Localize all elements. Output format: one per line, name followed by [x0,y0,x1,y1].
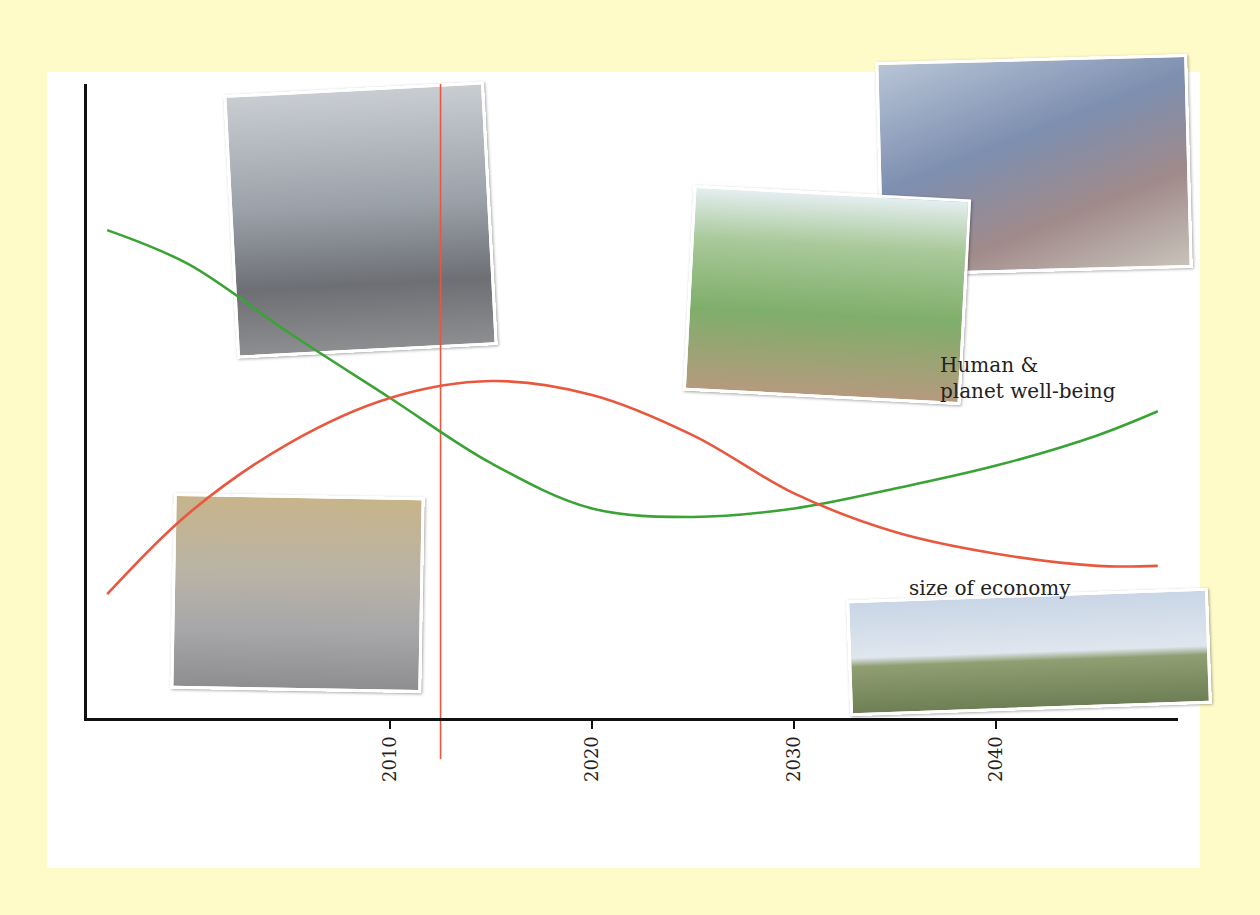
svg-text:2040: 2040 [985,736,1006,782]
svg-text:2010: 2010 [379,736,400,782]
svg-text:2030: 2030 [783,736,804,782]
svg-text:size of economy: size of economy [909,576,1071,600]
svg-text:2020: 2020 [581,736,602,782]
svg-text:Human &planet well-being: Human &planet well-being [940,353,1116,403]
